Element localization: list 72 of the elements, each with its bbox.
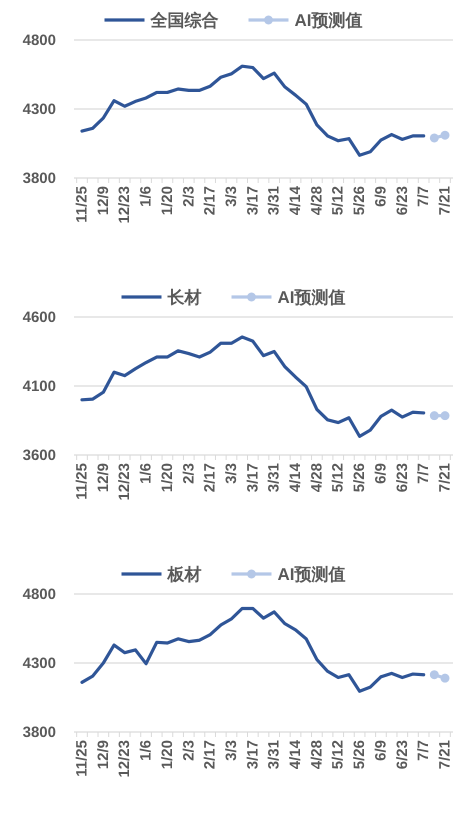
x-tick-label: 12/23: [116, 740, 134, 778]
x-tick-label: 1/6: [138, 186, 155, 207]
x-tick-label: 3/3: [222, 463, 240, 484]
x-tick-label: 7/7: [415, 186, 432, 207]
x-tick-label: 7/7: [415, 740, 432, 761]
x-tick-label: 6/9: [372, 740, 390, 761]
x-tick-label: 5/26: [351, 740, 368, 770]
x-tick-label: 6/9: [372, 186, 390, 207]
legend-label: 长材: [166, 288, 202, 307]
x-tick-label: 2/17: [202, 463, 219, 492]
x-tick-label: 6/9: [372, 463, 390, 484]
x-tick-label: 5/12: [330, 740, 347, 770]
x-tick-label: 4/28: [308, 463, 326, 492]
x-tick-label: 3/17: [244, 463, 262, 492]
x-tick-label: 4/14: [287, 185, 304, 216]
x-tick-label: 6/23: [394, 740, 411, 770]
x-tick-label: 1/20: [158, 463, 176, 492]
x-tick-label: 1/6: [138, 740, 155, 761]
legend-label: 板材: [166, 565, 202, 584]
x-tick-label: 4/28: [308, 740, 326, 770]
x-tick-label: 3/3: [222, 740, 240, 761]
x-tick-label: 11/25: [74, 463, 90, 500]
x-tick-label: 3/17: [244, 740, 262, 770]
y-tick-label: 4100: [22, 378, 56, 395]
x-tick-label: 5/26: [351, 463, 368, 492]
x-tick-label: 4/28: [308, 186, 326, 216]
y-tick-label: 4800: [22, 586, 56, 603]
x-tick-label: 7/21: [436, 186, 454, 216]
x-tick-label: 3/17: [244, 186, 262, 216]
y-tick-label: 3600: [22, 447, 56, 464]
x-tick-label: 6/23: [394, 463, 411, 492]
x-tick-label: 12/23: [116, 186, 134, 224]
x-tick-label: 2/3: [180, 740, 198, 761]
x-tick-label: 3/3: [222, 186, 240, 207]
x-tick-label: 3/31: [266, 186, 283, 216]
x-tick-label: 1/20: [158, 186, 176, 216]
x-tick-label: 11/25: [74, 186, 90, 223]
x-tick-label: 3/31: [266, 740, 283, 770]
line-series: [80, 335, 426, 438]
x-tick-label: 11/25: [74, 740, 90, 777]
x-tick-label: 12/23: [116, 463, 134, 501]
x-tick-label: 7/21: [436, 740, 454, 770]
y-tick-label: 4800: [22, 32, 56, 49]
y-tick-label: 3800: [22, 170, 56, 187]
legend-label: AI预测值: [294, 11, 362, 30]
x-tick-label: 2/3: [180, 186, 198, 207]
x-tick-label: 1/6: [138, 463, 155, 484]
x-tick-label: 12/9: [94, 740, 112, 770]
x-tick-label: 2/3: [180, 463, 198, 484]
legend-label: AI预测值: [278, 288, 346, 307]
y-tick-label: 3800: [22, 724, 56, 741]
x-tick-label: 5/12: [330, 186, 347, 216]
y-tick-label: 4600: [22, 309, 56, 326]
x-tick-label: 1/20: [158, 740, 176, 770]
x-tick-label: 7/7: [415, 463, 432, 484]
x-tick-label: 12/9: [94, 463, 112, 492]
x-tick-label: 4/14: [287, 739, 304, 770]
x-tick-label: 3/31: [266, 463, 283, 492]
x-tick-label: 7/21: [436, 463, 454, 492]
y-tick-label: 4300: [22, 101, 56, 118]
x-tick-label: 2/17: [202, 740, 219, 770]
x-tick-label: 6/23: [394, 186, 411, 216]
legend-label: AI预测值: [278, 565, 346, 584]
y-tick-label: 4300: [22, 655, 56, 672]
x-tick-label: 5/12: [330, 463, 347, 492]
legend-label: 全国综合: [150, 11, 218, 30]
x-tick-label: 2/17: [202, 186, 219, 216]
x-tick-label: 12/9: [94, 186, 112, 216]
x-tick-label: 4/14: [287, 462, 304, 492]
line-series: [80, 64, 426, 157]
x-tick-label: 5/26: [351, 186, 368, 216]
line-series: [80, 606, 426, 693]
